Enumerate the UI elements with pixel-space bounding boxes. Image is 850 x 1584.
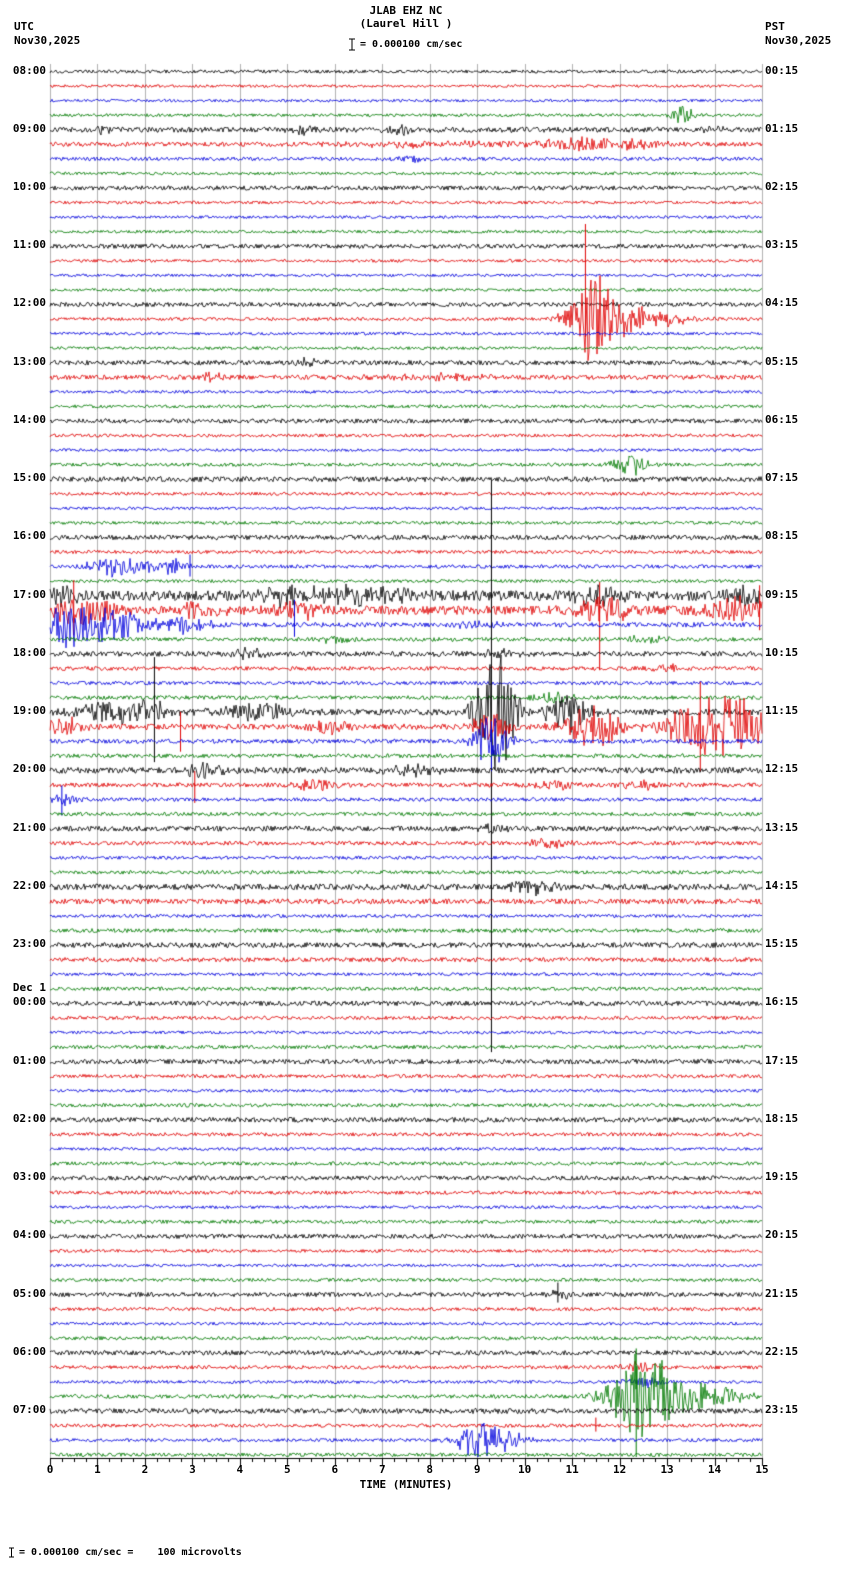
- axis-tick-label: 9: [473, 1463, 481, 1476]
- utc-time-label: 19:00: [12, 704, 46, 718]
- utc-time-label: 10:00: [12, 179, 46, 193]
- pst-time-label: 14:15: [765, 878, 799, 892]
- pst-time-label: 17:15: [765, 1053, 799, 1067]
- utc-time-label: 23:00: [12, 937, 46, 951]
- pst-time-label: 02:15: [765, 179, 799, 193]
- utc-time-label: 03:00: [12, 1170, 46, 1184]
- utc-time-label: 11:00: [12, 238, 46, 252]
- axis-tick-label: 2: [141, 1463, 149, 1476]
- axis-tick-label: 12: [612, 1463, 627, 1476]
- pst-time-label: 21:15: [765, 1286, 799, 1300]
- i-beam-icon: [349, 38, 355, 51]
- pst-time-label: 09:15: [765, 587, 799, 601]
- pst-zone-label: PST: [765, 20, 785, 33]
- axis-tick-label: 11: [565, 1463, 579, 1476]
- page-subtitle: (Laurel Hill ): [359, 17, 453, 30]
- utc-time-label: 22:00: [12, 878, 46, 892]
- pst-time-label: 11:15: [765, 704, 799, 718]
- pst-date-label: Nov30,2025: [765, 34, 832, 47]
- utc-time-label: 21:00: [12, 820, 46, 834]
- axis-tick-label: 15: [755, 1463, 769, 1476]
- utc-time-label: 08:00: [12, 63, 46, 77]
- x-axis-title: TIME (MINUTES): [359, 1478, 453, 1491]
- utc-time-label: 15:00: [12, 471, 46, 485]
- axis-tick-label: 6: [331, 1463, 339, 1476]
- date-note-label: Dec 1: [12, 981, 46, 995]
- axis-tick-label: 3: [189, 1463, 196, 1476]
- pst-time-label: 08:15: [765, 529, 799, 543]
- axis-tick-label: 14: [707, 1463, 722, 1476]
- axis-tick-label: 1: [94, 1463, 101, 1476]
- utc-time-label: 12:00: [12, 296, 46, 310]
- pst-time-label: 07:15: [765, 471, 799, 485]
- utc-time-label: 13:00: [12, 354, 46, 368]
- utc-time-label: 16:00: [12, 529, 46, 543]
- axis-tick-label: 13: [660, 1463, 674, 1476]
- axis-tick-label: 5: [284, 1463, 291, 1476]
- utc-time-label: 20:00: [12, 762, 46, 776]
- pst-time-label: 20:15: [765, 1228, 799, 1242]
- axis-tick-label: 4: [236, 1463, 244, 1476]
- pst-time-label: 10:15: [765, 645, 799, 659]
- utc-time-label: 01:00: [12, 1053, 46, 1067]
- axis-tick-label: 10: [518, 1463, 532, 1476]
- pst-time-label: 05:15: [765, 354, 799, 368]
- axis-tick-label: 0: [46, 1463, 54, 1476]
- utc-zone-label: UTC: [14, 20, 34, 33]
- footer-scale-note: = 0.000100 cm/sec = 100 microvolts: [8, 1547, 242, 1558]
- utc-time-label: 18:00: [12, 645, 46, 659]
- utc-time-label: 05:00: [12, 1286, 46, 1300]
- utc-time-label: 17:00: [12, 587, 46, 601]
- page-title: JLAB EHZ NC: [369, 4, 443, 17]
- amplitude-scale-marker: = 0.000100 cm/sec: [348, 38, 462, 51]
- pst-time-label: 22:15: [765, 1344, 799, 1358]
- axis-tick-label: 7: [378, 1463, 386, 1476]
- utc-time-label: 04:00: [12, 1228, 46, 1242]
- pst-time-label: 03:15: [765, 238, 799, 252]
- pst-time-label: 01:15: [765, 121, 799, 135]
- footer-scale-text: = 0.000100 cm/sec = 100 microvolts: [19, 1547, 242, 1558]
- utc-time-label: 07:00: [12, 1403, 46, 1417]
- pst-time-label: 04:15: [765, 296, 799, 310]
- utc-time-label: 00:00: [12, 995, 46, 1009]
- amplitude-scale-text: = 0.000100 cm/sec: [360, 39, 463, 50]
- pst-time-label: 15:15: [765, 937, 799, 951]
- pst-time-label: 12:15: [765, 762, 799, 776]
- utc-time-label: 09:00: [12, 121, 46, 135]
- pst-time-label: 16:15: [765, 995, 799, 1009]
- pst-time-label: 06:15: [765, 412, 799, 426]
- utc-time-label: 14:00: [12, 412, 46, 426]
- pst-time-label: 00:15: [765, 63, 799, 77]
- axis-tick-label: 8: [426, 1463, 434, 1476]
- pst-time-label: 23:15: [765, 1403, 799, 1417]
- utc-time-label: 06:00: [12, 1344, 46, 1358]
- i-beam-icon: [9, 1547, 14, 1558]
- pst-time-label: 18:15: [765, 1111, 799, 1125]
- pst-time-label: 19:15: [765, 1170, 799, 1184]
- utc-date-label: Nov30,2025: [14, 34, 81, 47]
- pst-time-label: 13:15: [765, 820, 799, 834]
- utc-time-label: 02:00: [12, 1111, 46, 1125]
